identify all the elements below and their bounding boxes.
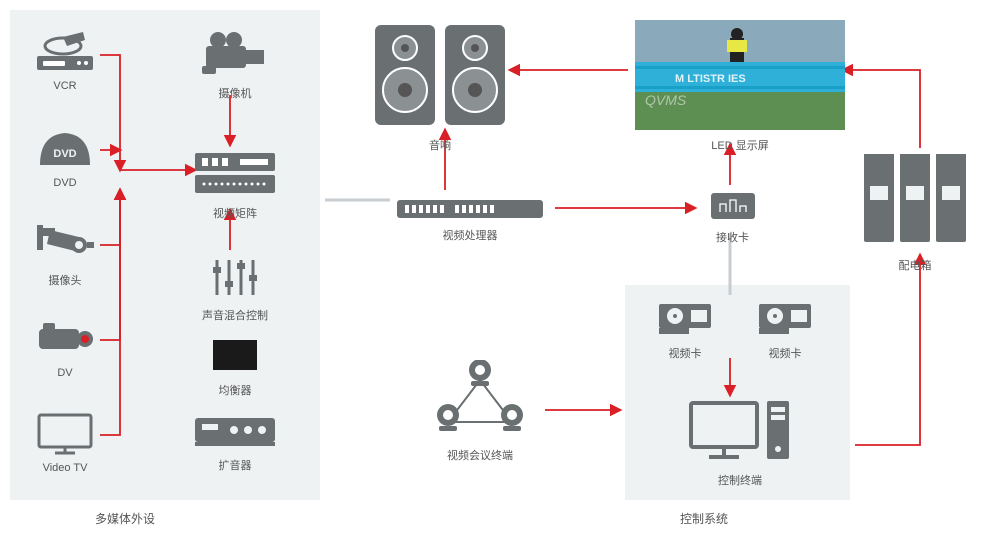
control-section-label: 控制系统 [680, 510, 728, 527]
conference-node: 视频会议终端 [420, 360, 540, 463]
cctv-label: 摄像头 [30, 272, 100, 288]
cctv-icon [35, 220, 95, 265]
eq-icon [205, 335, 265, 375]
led-label: LED 显示屏 [635, 137, 845, 153]
speakers-label: 音响 [370, 137, 510, 153]
speakers-node: 音响 [370, 20, 510, 153]
cctv-node: 摄像头 [30, 220, 100, 288]
gpu-icon [755, 300, 815, 338]
camcorder-label: 摄像机 [195, 85, 275, 101]
vcr-label: VCR [30, 80, 100, 92]
videotv-node: Video TV [30, 410, 100, 474]
multimedia-section-label: 多媒体外设 [95, 510, 155, 527]
terminal-node: 控制终端 [685, 395, 795, 488]
gpu1-node: 视频卡 [650, 300, 720, 361]
powerbox-label: 配电箱 [860, 257, 970, 273]
conference-label: 视频会议终端 [420, 447, 540, 463]
amp-label: 扩音器 [190, 457, 280, 473]
gpu2-label: 视频卡 [750, 345, 820, 361]
receiver-icon [708, 190, 758, 222]
receiver-label: 接收卡 [705, 229, 760, 245]
videotv-label: Video TV [30, 462, 100, 474]
mixer-icon [205, 255, 265, 300]
dv-label: DV [30, 367, 100, 379]
matrix-node: 视频矩阵 [190, 148, 280, 221]
conference-icon [420, 360, 540, 440]
processor-icon [395, 198, 545, 220]
dv-node: DV [30, 315, 100, 379]
svg-text:M LTISTR IES: M LTISTR IES [675, 73, 746, 85]
dvd-label: DVD [30, 177, 100, 189]
dv-icon [35, 315, 95, 360]
svg-text:QVMS: QVMS [645, 92, 687, 108]
svg-text:DVD: DVD [53, 148, 76, 160]
vcr-node: VCR [30, 28, 100, 92]
amp-icon [190, 410, 280, 450]
mixer-node: 声音混合控制 [200, 255, 270, 323]
led-node: M LTISTR IES QVMS LED 显示屏 [635, 20, 845, 153]
receiver-node: 接收卡 [705, 190, 760, 245]
gpu1-label: 视频卡 [650, 345, 720, 361]
tv-icon [35, 410, 95, 455]
amp-node: 扩音器 [190, 410, 280, 473]
matrix-label: 视频矩阵 [190, 205, 280, 221]
mixer-label: 声音混合控制 [200, 307, 270, 323]
processor-label: 视频处理器 [395, 227, 545, 243]
gpu-icon [655, 300, 715, 338]
eq-label: 均衡器 [200, 382, 270, 398]
terminal-label: 控制终端 [685, 472, 795, 488]
dvd-node: DVD DVD [30, 125, 100, 189]
speakers-icon [370, 20, 510, 130]
eq-node: 均衡器 [200, 335, 270, 398]
matrix-icon [190, 148, 280, 198]
camcorder-node: 摄像机 [195, 28, 275, 101]
camcorder-icon [200, 28, 270, 78]
processor-node: 视频处理器 [395, 198, 545, 243]
vcr-icon [35, 28, 95, 73]
dvd-icon: DVD [35, 125, 95, 170]
terminal-icon [685, 395, 795, 465]
powerbox-node: 配电箱 [860, 150, 970, 273]
led-icon: M LTISTR IES QVMS [635, 20, 845, 130]
gpu2-node: 视频卡 [750, 300, 820, 361]
powerbox-icon [860, 150, 970, 250]
